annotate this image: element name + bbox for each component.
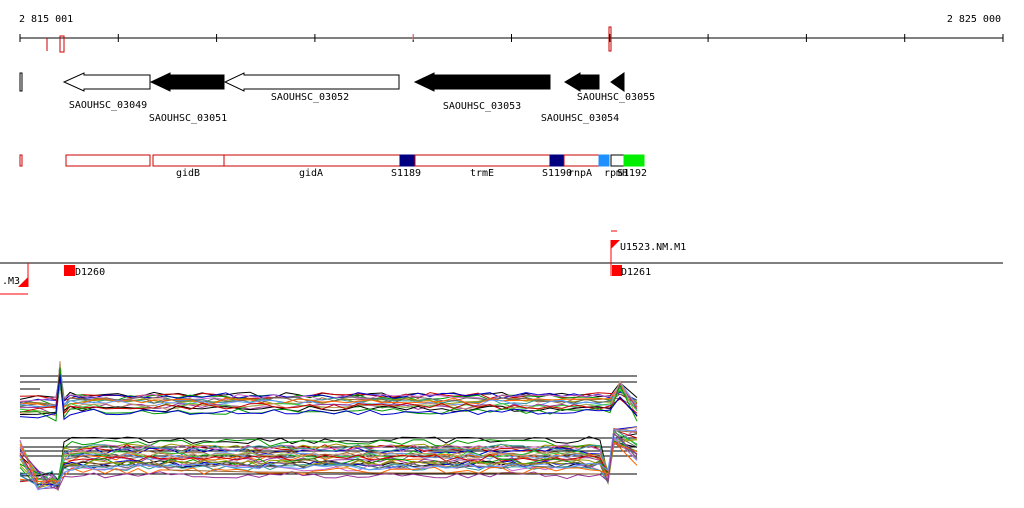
profile-line bbox=[19, 367, 638, 415]
gene-arrow-saouhsc-03051[interactable] bbox=[149, 72, 225, 92]
profile-line bbox=[19, 440, 638, 481]
profile-line bbox=[19, 378, 638, 408]
gene-edge-marker bbox=[19, 72, 23, 92]
gene-arrow-saouhsc-03052[interactable] bbox=[223, 72, 400, 92]
profile-line bbox=[19, 428, 638, 489]
probe-track[interactable]: .M3 D1260 U1523.NM.M1 D1261 bbox=[0, 230, 1003, 295]
profile-line bbox=[19, 433, 638, 492]
ruler-marker bbox=[608, 26, 612, 52]
gene-arrow-saouhsc-03054[interactable] bbox=[564, 72, 600, 92]
probe-flag-m3[interactable] bbox=[18, 277, 28, 287]
feature-label: S1189 bbox=[391, 168, 421, 179]
feature-track[interactable]: gidB gidA S1189 trmE S1190 rnpA rpmH S11… bbox=[19, 154, 647, 179]
gene-label: SAOUHSC_03055 bbox=[577, 92, 655, 103]
feature-box-rnpa[interactable] bbox=[563, 154, 600, 167]
probe-label: D1260 bbox=[75, 267, 105, 278]
profile-line bbox=[19, 437, 638, 490]
feature-box-rpmh[interactable] bbox=[598, 154, 610, 167]
profile-line bbox=[19, 426, 638, 491]
gene-arrow-saouhsc-03049[interactable] bbox=[62, 72, 151, 92]
probe-flag-u1523-nm-m1[interactable] bbox=[611, 240, 620, 249]
gene-arrow-saouhsc-03055[interactable] bbox=[610, 72, 625, 92]
profile-line bbox=[19, 429, 638, 491]
coordinate-ruler: 2 815 001 2 825 000 bbox=[19, 14, 1004, 53]
gene-track[interactable]: SAOUHSC_03049 SAOUHSC_03051 SAOUHSC_0305… bbox=[19, 72, 655, 124]
gene-label: SAOUHSC_03054 bbox=[541, 113, 619, 124]
gene-label: SAOUHSC_03049 bbox=[69, 100, 147, 111]
expression-profile-track-lower bbox=[19, 426, 638, 492]
probe-label: U1523.NM.M1 bbox=[620, 242, 686, 253]
feature-box-trme[interactable] bbox=[414, 154, 551, 167]
profile-line bbox=[19, 428, 638, 482]
gene-label: SAOUHSC_03052 bbox=[271, 92, 349, 103]
feature-box-s1189[interactable] bbox=[399, 154, 416, 167]
feature-label: rpmH bbox=[604, 168, 628, 179]
profile-line bbox=[19, 441, 638, 487]
profile-line bbox=[19, 427, 638, 489]
feature-label: rnpA bbox=[568, 168, 592, 179]
probe-label: D1261 bbox=[621, 267, 651, 278]
feature-box[interactable] bbox=[610, 154, 625, 167]
probe-marker-d1261[interactable] bbox=[612, 265, 622, 276]
ruler-marker bbox=[59, 35, 65, 53]
ruler-end-label: 2 825 000 bbox=[947, 14, 1001, 25]
profile-line bbox=[19, 442, 638, 483]
profile-line bbox=[19, 432, 638, 491]
feature-box-gidb[interactable] bbox=[152, 154, 225, 167]
profile-line bbox=[19, 374, 638, 421]
gene-label: SAOUHSC_03053 bbox=[443, 101, 521, 112]
feature-label: gidB bbox=[176, 168, 200, 179]
profile-line bbox=[19, 385, 638, 404]
ruler-start-label: 2 815 001 bbox=[19, 14, 73, 25]
feature-box-s1192[interactable] bbox=[623, 154, 645, 167]
profile-line bbox=[19, 429, 638, 487]
profile-line bbox=[149, 459, 601, 475]
feature-label: S1190 bbox=[542, 168, 572, 179]
feature-label: trmE bbox=[470, 168, 494, 179]
probe-label: .M3 bbox=[2, 276, 20, 287]
feature-edge-marker bbox=[19, 154, 23, 167]
probe-marker-d1260[interactable] bbox=[64, 265, 75, 276]
feature-box-gida[interactable] bbox=[223, 154, 401, 167]
feature-label: gidA bbox=[299, 168, 323, 179]
gene-arrow-saouhsc-03053[interactable] bbox=[413, 72, 551, 92]
profile-line bbox=[19, 431, 638, 481]
gene-label: SAOUHSC_03051 bbox=[149, 113, 227, 124]
feature-box-s1190[interactable] bbox=[549, 154, 565, 167]
feature-label: S1192 bbox=[617, 168, 647, 179]
feature-box[interactable] bbox=[65, 154, 151, 167]
profile-line bbox=[19, 428, 638, 483]
expression-profile-track-upper bbox=[19, 360, 638, 422]
